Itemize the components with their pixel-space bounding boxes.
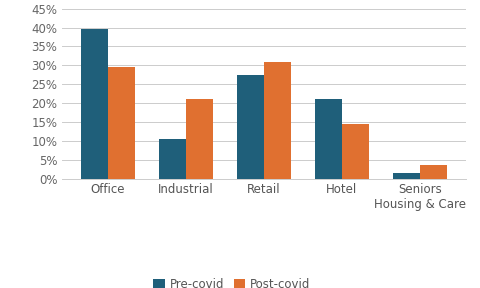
Bar: [420, 165, 447, 179]
Bar: [159, 139, 186, 179]
Legend: Pre-covid, Post-covid: Pre-covid, Post-covid: [148, 273, 315, 288]
Bar: [315, 99, 342, 179]
Bar: [264, 62, 291, 179]
Bar: [237, 75, 264, 179]
Bar: [342, 124, 369, 179]
Bar: [108, 67, 135, 179]
Bar: [393, 173, 420, 179]
Bar: [81, 29, 108, 179]
Bar: [186, 99, 213, 179]
